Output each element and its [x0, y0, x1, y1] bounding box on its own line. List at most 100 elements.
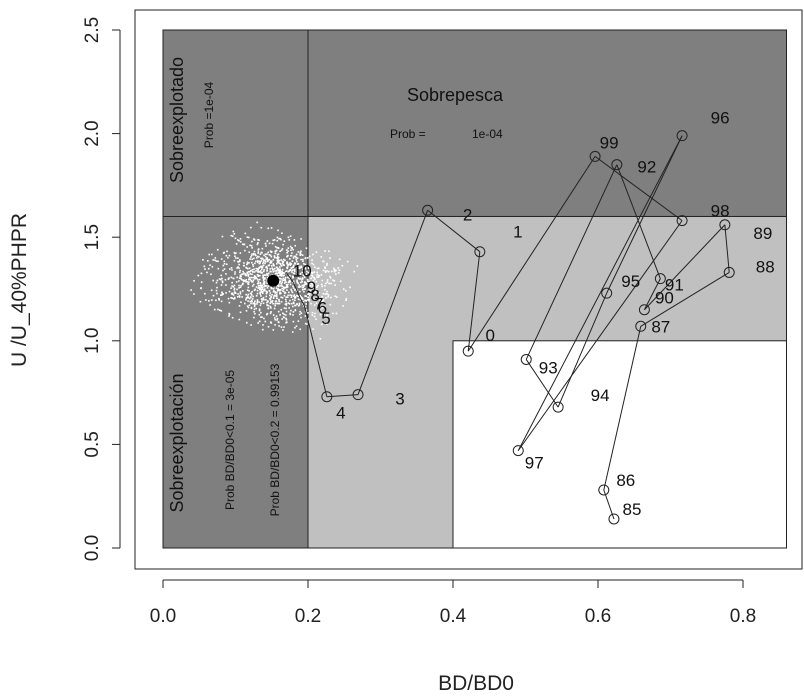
cloud-dot — [269, 254, 272, 257]
cloud-dot — [299, 275, 302, 278]
cloud-dot — [262, 282, 265, 285]
cloud-dot — [269, 250, 272, 252]
cloud-dot — [264, 285, 266, 288]
cloud-dot — [277, 310, 280, 313]
cloud-dot — [297, 267, 300, 270]
cloud-dot — [246, 261, 249, 264]
cloud-dot — [345, 289, 347, 292]
cloud-dot — [262, 261, 265, 264]
cloud-dot — [275, 270, 278, 272]
cloud-dot — [257, 287, 260, 289]
point-label: 96 — [711, 109, 730, 128]
point-label: 0 — [485, 326, 494, 345]
cloud-dot — [220, 294, 222, 296]
cloud-dot — [330, 296, 332, 299]
cloud-dot — [243, 302, 246, 305]
cloud-dot — [246, 272, 249, 275]
cloud-dot — [280, 308, 283, 311]
cloud-dot — [279, 270, 282, 272]
cloud-dot — [235, 281, 238, 283]
point-label: 92 — [637, 158, 656, 177]
cloud-dot — [230, 234, 233, 237]
cloud-dot — [260, 302, 262, 305]
cloud-dot — [301, 271, 303, 274]
cloud-dot — [299, 310, 301, 313]
cloud-dot — [285, 281, 287, 283]
trajectory-segment — [307, 319, 328, 397]
cloud-dot — [282, 279, 285, 282]
point-label: 1 — [513, 223, 522, 242]
point-label: 93 — [539, 358, 558, 377]
cloud-dot — [252, 276, 255, 279]
cloud-dot — [234, 292, 237, 294]
cloud-dot — [291, 302, 293, 305]
cloud-dot — [249, 273, 252, 275]
cloud-dot — [267, 251, 270, 254]
cloud-dot — [304, 276, 306, 279]
cloud-dot — [261, 265, 263, 268]
cloud-dot — [260, 298, 263, 300]
cloud-dot — [223, 268, 226, 270]
cloud-dot — [258, 271, 261, 273]
cloud-dot — [258, 267, 260, 270]
cloud-dot — [315, 286, 318, 288]
cloud-dot — [286, 261, 288, 263]
zone-prob-bd02: Prob BD/BD0<0.2 = 0.99153 — [268, 363, 282, 516]
cloud-dot — [301, 297, 304, 299]
cloud-dot — [277, 302, 280, 305]
cloud-dot — [280, 292, 282, 295]
cloud-dot — [248, 297, 251, 300]
cloud-dot — [278, 237, 280, 240]
trajectory-point — [638, 304, 650, 316]
trajectory-segment — [293, 282, 298, 292]
cloud-dot — [313, 298, 316, 300]
cloud-dot — [278, 272, 281, 275]
cloud-dot — [296, 303, 298, 305]
cloud-dot — [238, 287, 240, 289]
cloud-dot — [299, 272, 302, 275]
cloud-dot — [232, 230, 235, 233]
cloud-dot — [226, 250, 228, 253]
zone-label-sobreexplotacion: Sobreexplotación — [167, 373, 187, 512]
cloud-dot — [223, 260, 226, 263]
cloud-dot — [258, 313, 261, 316]
cloud-dot — [296, 281, 299, 284]
cloud-dot — [281, 270, 283, 273]
cloud-dot — [314, 312, 316, 315]
point-label: 8 — [310, 286, 319, 305]
cloud-dot — [281, 290, 284, 292]
cloud-dot — [218, 299, 221, 301]
cloud-dot — [341, 264, 344, 267]
cloud-dot — [254, 312, 256, 315]
cloud-dot — [304, 315, 307, 317]
cloud-dot — [230, 267, 233, 269]
cloud-dot — [255, 307, 258, 310]
cloud-dot — [247, 293, 250, 296]
cloud-dot — [260, 266, 262, 269]
trajectory-point — [474, 246, 486, 258]
cloud-dot — [298, 302, 301, 305]
cloud-dot — [301, 284, 304, 287]
cloud-dot — [277, 287, 279, 290]
cloud-dot — [246, 246, 248, 248]
cloud-dot — [316, 276, 318, 278]
cloud-dot — [255, 260, 257, 263]
cloud-dot — [215, 299, 217, 302]
cloud-dot — [301, 289, 304, 291]
cloud-dot — [238, 239, 240, 242]
cloud-dot — [283, 294, 286, 297]
cloud-dot — [261, 247, 264, 250]
cloud-dot — [305, 273, 308, 275]
cloud-dot — [250, 302, 252, 305]
cloud-dot — [264, 242, 267, 245]
cloud-dot — [334, 295, 337, 298]
cloud-dot — [247, 282, 249, 285]
cloud-dot — [297, 305, 300, 307]
cloud-dot — [254, 277, 256, 280]
cloud-dot — [261, 284, 264, 287]
cloud-dot — [239, 252, 242, 254]
cloud-dot — [246, 305, 249, 307]
trajectory-segment — [303, 305, 309, 321]
trajectory-segment — [467, 251, 481, 352]
cloud-dot — [298, 286, 301, 288]
